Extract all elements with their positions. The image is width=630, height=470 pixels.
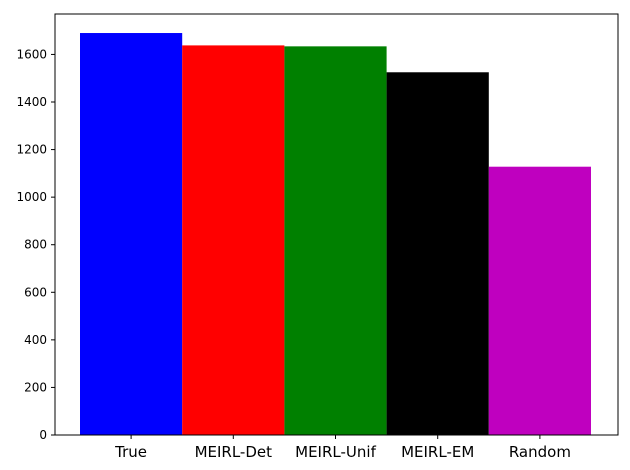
- x-tick-label: MEIRL-Unif: [295, 443, 376, 461]
- y-tick-label: 800: [24, 238, 47, 252]
- y-axis: 0 200 400 600 800 1000 1200 1400 1600: [16, 47, 55, 442]
- bar-random: [488, 166, 591, 435]
- bar-true: [80, 33, 183, 435]
- x-tick-label: MEIRL-Det: [195, 443, 273, 461]
- bar-meirl-em: [386, 72, 489, 435]
- y-tick-label: 1000: [16, 190, 47, 204]
- y-tick-label: 200: [24, 380, 47, 394]
- bar-meirl-det: [182, 45, 285, 436]
- bar-meirl-unif: [284, 46, 387, 435]
- bars-group: [80, 33, 591, 436]
- plot-frame: [54, 13, 619, 436]
- y-tick-label: 600: [24, 285, 47, 299]
- x-tick-label: True: [114, 443, 147, 461]
- y-tick-label: 1200: [16, 143, 47, 157]
- y-tick-label: 1600: [16, 47, 47, 61]
- x-tick-label: Random: [509, 443, 571, 461]
- y-tick-label: 400: [24, 333, 47, 347]
- y-tick-label: 0: [39, 428, 47, 442]
- x-tick-label: MEIRL-EM: [401, 443, 474, 461]
- y-tick-label: 1400: [16, 95, 47, 109]
- x-axis: True MEIRL-Det MEIRL-Unif MEIRL-EM Random: [114, 435, 571, 461]
